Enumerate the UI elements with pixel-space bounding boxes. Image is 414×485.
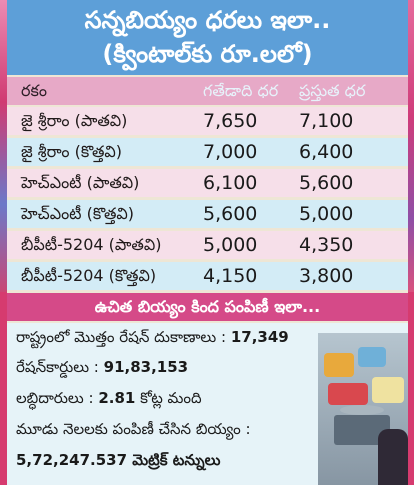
title-banner: సన్నబియ్యం ధరలు ఇలా.. (క్వింటాల్‌కు రూ.ల… bbox=[7, 0, 408, 75]
current-price-cell: 5,000 bbox=[299, 203, 354, 225]
beneficiaries-label: లబ్ధిదారులు : bbox=[16, 389, 99, 407]
rice-bag-image bbox=[324, 353, 354, 377]
variety-cell: బీపీటీ-5204 (పాతవి) bbox=[21, 235, 162, 254]
current-price-cell: 5,600 bbox=[299, 172, 354, 194]
weighing-scale-pan bbox=[340, 405, 384, 415]
last-year-price-cell: 7,000 bbox=[203, 141, 258, 163]
ration-shops-value: 17,349 bbox=[230, 328, 289, 346]
current-price-cell: 6,400 bbox=[299, 141, 354, 163]
table-row: బీపీటీ-5204 (పాతవి) 5,000 4,350 bbox=[7, 231, 408, 259]
last-year-price-cell: 5,000 bbox=[203, 234, 258, 256]
beneficiaries-stat: లబ్ధిదారులు : 2.81 కోట్ల మంది bbox=[16, 384, 202, 412]
title-subheading: (క్వింటాల్‌కు రూ.లలో) bbox=[102, 40, 313, 68]
variety-cell: హెచ్‌ఎంటీ (కొత్తవి) bbox=[21, 204, 135, 223]
ration-shops-stat: రాష్ట్రంలో మొత్తం రేషన్ దుకాణాలు : 17,34… bbox=[16, 323, 289, 351]
rice-bag-image bbox=[328, 383, 368, 405]
ration-cards-value: 91,83,153 bbox=[103, 358, 189, 376]
rice-bag-image bbox=[358, 347, 386, 367]
distributed-rice-label: మూడు నెలలకు పంపిణీ చేసిన బియ్యం : bbox=[16, 420, 251, 438]
table-row: హెచ్‌ఎంటీ (పాతవి) 6,100 5,600 bbox=[7, 169, 408, 197]
table-header-row: రకం గతేడాది ధర ప్రస్తుత ధర bbox=[7, 77, 408, 105]
table-row: జై శ్రీరాం (కొత్తవి) 7,000 6,400 bbox=[7, 138, 408, 166]
last-year-price-cell: 6,100 bbox=[203, 172, 258, 194]
distributed-rice-value: 5,72,247.537 మెట్రిక్ టన్నులు bbox=[16, 451, 221, 469]
current-price-cell: 4,350 bbox=[299, 234, 354, 256]
variety-cell: జై శ్రీరాం (పాతవి) bbox=[21, 111, 128, 130]
table-row: హెచ్‌ఎంటీ (కొత్తవి) 5,600 5,000 bbox=[7, 200, 408, 228]
beneficiaries-value: 2.81 bbox=[98, 389, 136, 407]
table-row: జై శ్రీరాం (పాతవి) 7,650 7,100 bbox=[7, 107, 408, 135]
ration-cards-label: రేషన్‌కార్డులు : bbox=[16, 358, 104, 376]
header-current-price: ప్రస్తుత ధర bbox=[299, 81, 366, 100]
table-row: బీపీటీ-5204 (కొత్తవి) 4,150 3,800 bbox=[7, 262, 408, 290]
beneficiaries-unit: కోట్ల మంది bbox=[135, 389, 202, 407]
title-heading: సన్నబియ్యం ధరలు ఇలా.. bbox=[84, 6, 331, 34]
last-year-price-cell: 5,600 bbox=[203, 203, 258, 225]
header-last-year-price: గతేడాది ధర bbox=[203, 81, 279, 100]
current-price-cell: 7,100 bbox=[299, 110, 354, 132]
variety-cell: జై శ్రీరాం (కొత్తవి) bbox=[21, 142, 123, 161]
ration-shops-label: రాష్ట్రంలో మొత్తం రేషన్ దుకాణాలు : bbox=[16, 328, 231, 346]
variety-cell: హెచ్‌ఎంటీ (పాతవి) bbox=[21, 173, 140, 192]
last-year-price-cell: 4,150 bbox=[203, 265, 258, 287]
ration-cards-stat: రేషన్‌కార్డులు : 91,83,153 bbox=[16, 353, 188, 381]
ration-shop-photo bbox=[318, 333, 408, 485]
last-year-price-cell: 7,650 bbox=[203, 110, 258, 132]
header-variety: రకం bbox=[21, 81, 47, 100]
person-silhouette bbox=[378, 429, 408, 485]
variety-cell: బీపీటీ-5204 (కొత్తవి) bbox=[21, 266, 157, 285]
rice-bag-image bbox=[372, 377, 404, 403]
distribution-heading: ఉచిత బియ్యం కింద పంపిణీ ఇలా... bbox=[7, 293, 408, 321]
current-price-cell: 3,800 bbox=[299, 265, 354, 287]
